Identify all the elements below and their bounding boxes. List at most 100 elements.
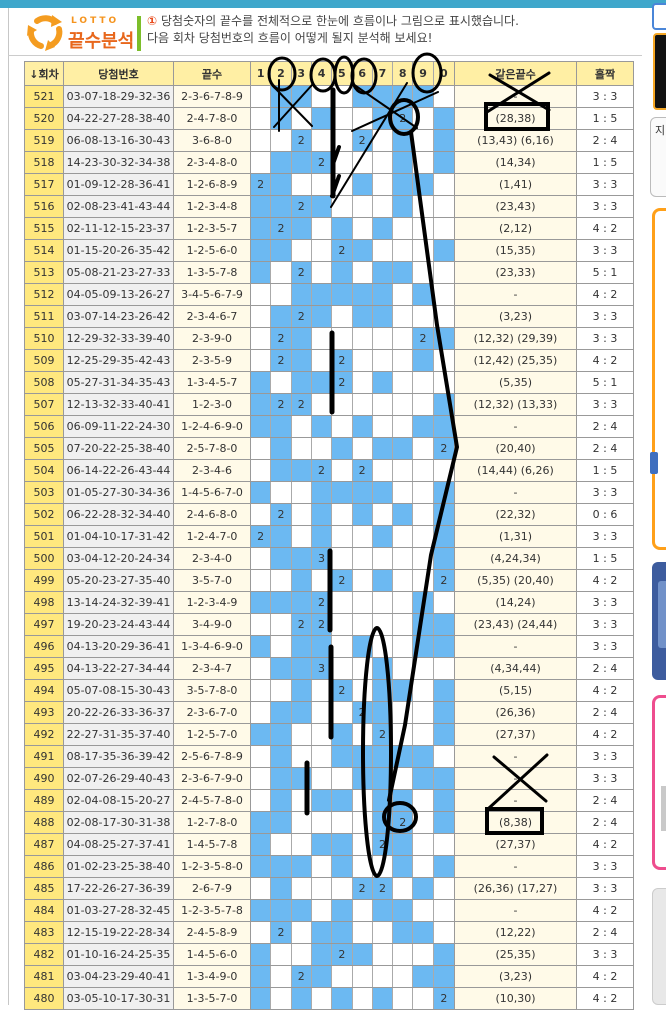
digit-cell [332,86,353,107]
digit-cell: 2 [271,328,292,349]
digit-cells [251,482,455,504]
odd-even-cell: 3 : 3 [577,306,634,328]
digit-cell [352,856,373,877]
odd-even-cell: 3 : 3 [577,86,634,108]
digit-cell [413,548,434,569]
digit-cell [393,614,414,635]
header-digit: 0 [433,62,454,85]
odd-even-cell: 4 : 2 [577,900,634,922]
digit-cell [291,416,312,437]
numbers-cell: 01-04-10-17-31-42 [64,526,174,548]
digit-cell: 2 [393,108,414,129]
table-row: 503 01-05-27-30-34-36 1-4-5-6-7-0 - 3 : … [24,482,635,504]
digit-cell [291,878,312,899]
numbers-cell: 02-08-23-41-43-44 [64,196,174,218]
digit-cell [291,658,312,679]
digit-cell [291,702,312,723]
sidebar-fragment-gray-panel [652,888,666,1005]
digit-cell: 2 [251,174,272,195]
odd-even-cell: 4 : 2 [577,834,634,856]
digit-cell [393,944,414,965]
digit-cell [251,416,272,437]
digit-cell [332,746,353,767]
odd-even-cell: 1 : 5 [577,548,634,570]
digit-cell [433,262,454,283]
digit-cell [251,834,272,855]
digit-cell: 2 [311,152,333,173]
table-row: 518 14-23-30-32-34-38 2-3-4-8-0 2 (14,34… [24,152,635,174]
digit-cell [271,680,292,701]
numbers-cell: 01-09-12-28-36-41 [64,174,174,196]
digit-cell [413,592,434,613]
odd-even-cell: 1 : 5 [577,108,634,130]
same-ends-cell: - [455,636,577,658]
same-ends-cell: (28,38) [455,108,577,130]
header-digit: 2 [271,62,292,85]
digit-cell [433,746,454,767]
digit-cells: 3 [251,658,455,680]
numbers-cell: 02-07-26-29-40-43 [64,768,174,790]
digit-cell [372,306,394,327]
digit-cell [291,328,312,349]
digit-cell [291,724,312,745]
numbers-cell: 05-07-08-15-30-43 [64,680,174,702]
numbers-cell: 22-27-31-35-37-40 [64,724,174,746]
digit-cell: 2 [433,570,454,591]
digit-cell [251,702,272,723]
digit-cell [433,152,454,173]
ends-cell: 2-4-7-8-0 [174,108,251,130]
header-digit: 4 [311,62,333,85]
digit-cell [393,504,414,525]
header-same-ends: 같은끝수 [455,61,577,86]
numbers-cell: 17-22-26-27-36-39 [64,878,174,900]
header-digit: 6 [352,62,373,85]
odd-even-cell: 2 : 4 [577,812,634,834]
digit-cell [311,746,333,767]
numbers-cell: 01-05-27-30-34-36 [64,482,174,504]
digit-cell [352,680,373,701]
round-cell: 505 [24,438,64,460]
same-ends-cell: - [455,900,577,922]
same-ends-cell: (10,30) [455,988,577,1010]
digit-cells: 2 [251,680,455,702]
odd-even-cell: 3 : 3 [577,636,634,658]
digit-cells: 2 [251,944,455,966]
digit-cells: 2 [251,372,455,394]
same-ends-cell: (12,32) (13,33) [455,394,577,416]
round-cell: 492 [24,724,64,746]
round-cell: 508 [24,372,64,394]
numbers-cell: 01-10-16-24-25-35 [64,944,174,966]
same-ends-cell: (27,37) [455,724,577,746]
digit-cell [311,724,333,745]
digit-cell [271,988,292,1009]
digit-cell [251,152,272,173]
header-round: ↓회차 [24,61,64,86]
digit-cell [393,394,414,415]
digit-cells [251,284,455,306]
odd-even-cell: 3 : 3 [577,878,634,900]
notice-icon: ① [147,14,158,28]
digit-cell [311,394,333,415]
digit-cells [251,856,455,878]
same-ends-cell: (2,12) [455,218,577,240]
digit-cell [291,790,312,811]
digit-cell [271,900,292,921]
digit-cell [352,438,373,459]
digit-cell: 2 [291,262,312,283]
digit-cell: 2 [311,460,333,481]
digit-cell: 2 [291,966,312,987]
digit-cell [372,900,394,921]
digit-cell [413,614,434,635]
table-row: 506 06-09-11-22-24-30 1-2-4-6-9-0 - 2 : … [24,416,635,438]
header-divider-line [8,55,642,56]
digit-cell [372,460,394,481]
round-cell: 521 [24,86,64,108]
digit-cells: 2 [251,196,455,218]
digit-cell: 2 [311,614,333,635]
same-ends-cell: (23,43) (24,44) [455,614,577,636]
round-cell: 490 [24,768,64,790]
header-digit: 9 [413,62,434,85]
table-row: 489 02-04-08-15-20-27 2-4-5-7-8-0 - 2 : … [24,790,635,812]
digit-cell [413,438,434,459]
